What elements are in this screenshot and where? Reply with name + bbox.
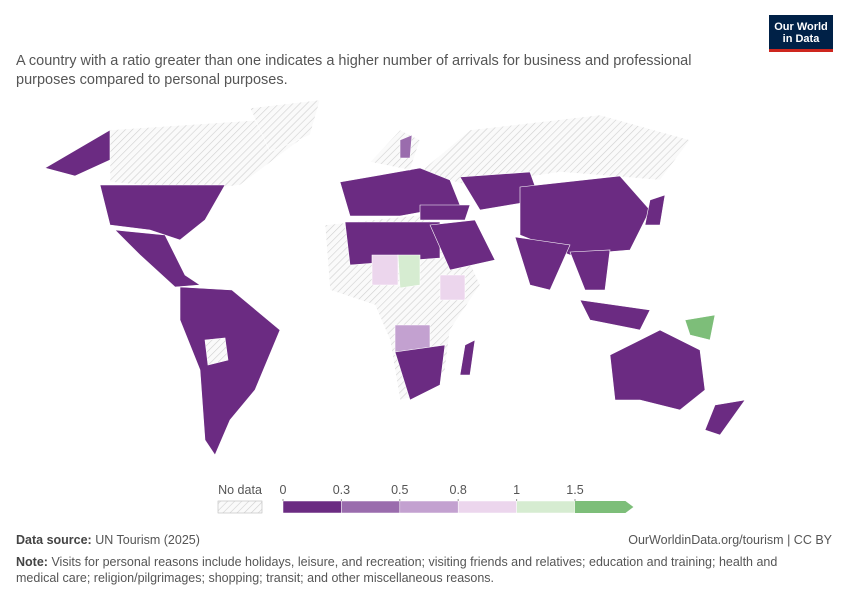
country-shape: [114, 229, 201, 288]
source: Data source: UN Tourism (2025): [16, 533, 200, 547]
note-label: Note:: [16, 555, 48, 569]
country-shape: [399, 134, 413, 159]
countries: [44, 99, 746, 456]
country-shape: [394, 344, 446, 401]
country-shape: [419, 204, 471, 221]
legend-tick-label: 0.5: [391, 483, 408, 497]
logo-text: Our World: [774, 21, 828, 33]
subtitle: A country with a ratio greater than one …: [16, 53, 692, 88]
country-shape: [684, 314, 716, 341]
legend-swatch: [341, 500, 401, 514]
legend-swatch: [457, 500, 517, 514]
legend-tick-label: 0.3: [333, 483, 350, 497]
legend-tick-label: 0.8: [450, 483, 467, 497]
country-shape: [371, 254, 399, 286]
country-shape: [204, 337, 229, 366]
legend-tick-label: 1: [513, 483, 520, 497]
legend-swatch: [575, 501, 634, 513]
note-text: Visits for personal reasons include holi…: [16, 555, 778, 585]
country-shape: [397, 254, 421, 289]
logo-text: in Data: [782, 33, 820, 45]
legend-swatch: [516, 500, 576, 514]
country-shape: [609, 329, 706, 411]
legend-swatch: [399, 500, 459, 514]
legend-no-data-label: No data: [218, 483, 262, 497]
note: Note: Visits for personal reasons includ…: [16, 554, 816, 586]
legend-swatch: [282, 500, 342, 514]
source-link[interactable]: OurWorldinData.org/tourism | CC BY: [628, 533, 832, 547]
source-label: Data source:: [16, 533, 92, 547]
legend-tick-label: 0: [280, 483, 287, 497]
country-shape: [569, 249, 611, 291]
country-shape: [579, 299, 651, 331]
logo[interactable]: Our World in Data: [769, 15, 833, 52]
country-shape: [429, 219, 496, 271]
country-shape: [369, 129, 421, 171]
country-shape: [514, 236, 571, 291]
country-shape: [439, 274, 466, 301]
legend: 0 0.3 0.5 0.8 1 1.5: [280, 483, 634, 514]
country-shape: [644, 194, 666, 226]
country-shape: [344, 221, 441, 266]
country-shape: [704, 399, 746, 436]
country-shape: [249, 99, 321, 153]
legend-tick-label: 1.5: [566, 483, 583, 497]
country-shape: [99, 184, 226, 241]
country-shape: [459, 339, 476, 376]
country-shape: [179, 286, 281, 456]
legend-no-data-swatch: [217, 500, 263, 514]
country-shape: [419, 114, 691, 187]
country-shape: [519, 175, 651, 256]
source-text: UN Tourism (2025): [95, 533, 200, 547]
country-shape: [44, 129, 111, 177]
